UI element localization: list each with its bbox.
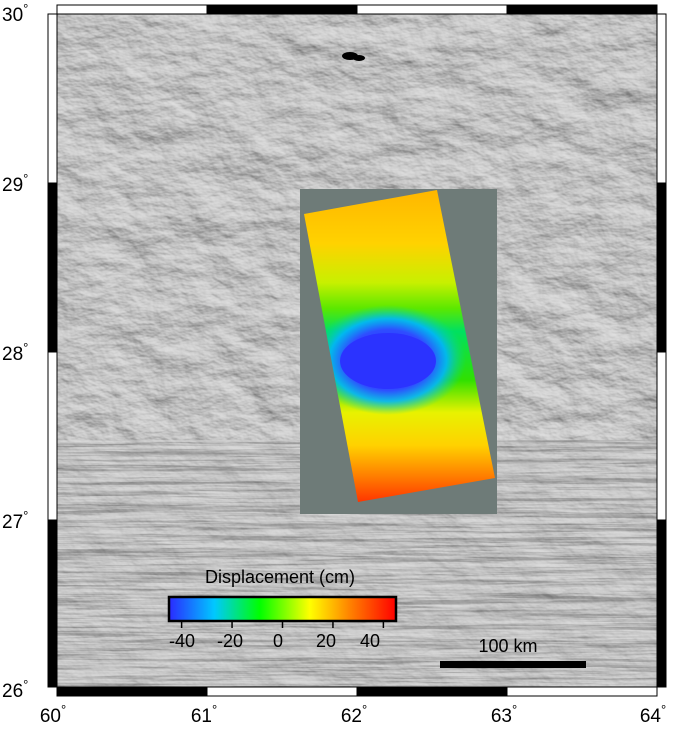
colorbar-tick-label: 40 xyxy=(360,631,380,651)
frame-segment xyxy=(206,4,358,15)
colorbar-gradient xyxy=(167,595,398,623)
colorbar-tick-label: -40 xyxy=(169,631,195,651)
insar-frame xyxy=(300,189,497,514)
lat-label-27: 27° xyxy=(2,508,28,533)
scale-bar-line xyxy=(440,661,586,668)
frame-segment xyxy=(506,686,658,697)
frame-segment xyxy=(47,182,58,353)
colorbar-title: Displacement (cm) xyxy=(205,567,355,587)
lon-label-62: 62° xyxy=(341,702,367,727)
frame-segment xyxy=(47,13,58,184)
frame-segment xyxy=(656,351,667,521)
lat-label-26: 26° xyxy=(2,677,28,702)
frame-segment xyxy=(356,686,508,697)
frame-segment xyxy=(56,686,208,697)
frame-segment xyxy=(47,351,58,521)
colorbar-tick-label: 0 xyxy=(273,631,283,651)
map-frame xyxy=(47,4,667,697)
frame-segment xyxy=(356,4,508,15)
lat-label-28: 28° xyxy=(2,340,28,365)
lon-label-61: 61° xyxy=(191,702,217,727)
lon-label-64: 64° xyxy=(640,702,666,727)
scale-bar-label: 100 km xyxy=(478,636,537,656)
latitude-labels: 30° 29° 28° 27° 26° xyxy=(2,1,28,702)
frame-segment xyxy=(506,4,658,15)
lat-label-30: 30° xyxy=(2,1,28,26)
colorbar: Displacement (cm) -40 -20 0 20 40 xyxy=(167,567,398,651)
scale-bar: 100 km xyxy=(440,636,586,668)
colorbar-tick-label: -20 xyxy=(217,631,243,651)
lat-label-29: 29° xyxy=(2,171,28,196)
lake-feature xyxy=(342,52,365,61)
frame-segment xyxy=(56,4,208,15)
frame-segment xyxy=(656,13,667,184)
frame-segment xyxy=(656,182,667,353)
colorbar-tick-label: 20 xyxy=(316,631,336,651)
frame-segment xyxy=(656,519,667,688)
frame-segment xyxy=(47,519,58,688)
frame-segment xyxy=(206,686,358,697)
lon-label-63: 63° xyxy=(491,702,517,727)
lon-label-60: 60° xyxy=(40,702,66,727)
longitude-labels: 60° 61° 62° 63° 64° xyxy=(40,702,666,727)
